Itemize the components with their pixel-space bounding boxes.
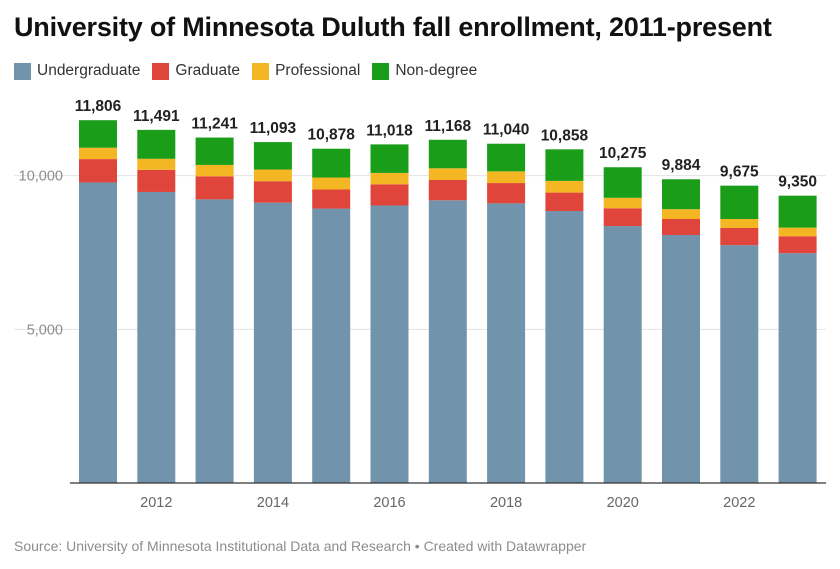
bar-total-label: 11,040 [483, 122, 530, 139]
bar-segment-undergraduate [662, 234, 700, 483]
bar-segment-non-degree [79, 120, 117, 148]
x-tick-label: 2016 [373, 495, 405, 511]
bar-segment-professional [545, 180, 584, 193]
source-text: Source: University of Minnesota Institut… [14, 538, 411, 554]
bar-segment-non-degree [195, 137, 234, 165]
bar-segment-non-degree [778, 195, 817, 228]
bar-segment-professional [720, 219, 759, 228]
bar-segment-graduate [370, 184, 409, 206]
bar-total-label: 11,168 [425, 118, 472, 135]
bar-segment-undergraduate [137, 191, 176, 483]
bar-segment-professional [312, 177, 351, 190]
bar-total-label: 10,858 [541, 127, 589, 144]
legend-item-graduate: Graduate [152, 62, 240, 80]
bar-segment-professional [428, 168, 467, 180]
bar-segment-professional [662, 209, 700, 220]
legend-label-graduate: Graduate [175, 62, 241, 79]
bar-segment-undergraduate [253, 202, 292, 484]
bar-segment-graduate [720, 227, 759, 246]
bar-segment-undergraduate [312, 208, 351, 483]
bar-segment-graduate [603, 208, 642, 227]
credit-text: Created with Datawrapper [423, 538, 587, 554]
bar-total-label: 11,018 [366, 122, 413, 139]
bar-segment-graduate [487, 183, 526, 204]
bar-segment-non-degree [662, 179, 700, 210]
bar-segment-professional [253, 169, 292, 182]
bar-segment-professional [79, 147, 117, 160]
legend-swatch-undergraduate [14, 62, 31, 80]
y-tick-label: 5,000 [27, 322, 63, 338]
bar-segment-non-degree [253, 142, 292, 170]
bar-segment-undergraduate [79, 182, 117, 483]
legend-swatch-non-degree [372, 62, 390, 80]
bar-segment-graduate [312, 189, 351, 209]
bar-segment-non-degree [428, 139, 467, 169]
bar-segment-graduate [545, 192, 584, 212]
bar-segment-non-degree [545, 149, 584, 181]
x-tick-label: 2018 [490, 495, 522, 511]
legend-label-undergraduate: Undergraduate [37, 62, 141, 79]
legend-item-professional: Professional [252, 62, 360, 80]
bar-segment-graduate [79, 159, 117, 183]
legend-item-undergraduate: Undergraduate [14, 62, 140, 80]
y-tick-label: 10,000 [19, 169, 63, 185]
source-footer: Source: University of Minnesota Institut… [14, 538, 586, 554]
bar-segment-undergraduate [428, 200, 467, 483]
bar-total-label: 10,878 [307, 127, 355, 144]
bar-segment-professional [137, 158, 176, 170]
x-tick-label: 2014 [257, 495, 289, 511]
bar-segment-undergraduate [778, 253, 817, 483]
bar-segment-graduate [428, 179, 467, 201]
x-tick-label: 2022 [723, 495, 755, 511]
bar-total-label: 11,491 [133, 108, 180, 125]
footer-separator: • [414, 538, 420, 554]
bar-segment-graduate [662, 219, 700, 235]
bar-segment-graduate [137, 169, 176, 192]
bar-segment-non-degree [487, 143, 526, 172]
bar-total-label: 10,275 [599, 145, 647, 162]
bar-segment-professional [195, 164, 234, 177]
legend-label-professional: Professional [275, 62, 361, 79]
bar-total-label: 11,806 [75, 98, 122, 115]
bar-segment-non-degree [137, 129, 176, 159]
bar-segment-professional [603, 197, 642, 209]
bar-segment-undergraduate [545, 211, 584, 483]
legend-label-non-degree: Non-degree [395, 62, 478, 79]
bar-segment-non-degree [603, 167, 642, 198]
bar-segment-professional [487, 171, 526, 184]
bar-segment-undergraduate [603, 226, 642, 483]
bar-segment-graduate [253, 181, 292, 203]
legend-swatch-professional [252, 62, 270, 80]
bar-segment-professional [778, 227, 817, 237]
bar-segment-undergraduate [370, 205, 409, 483]
x-tick-label: 2012 [140, 495, 172, 511]
bar-total-label: 9,675 [720, 164, 759, 181]
bar-segment-non-degree [312, 148, 351, 178]
chart-title: University of Minnesota Duluth fall enro… [14, 12, 772, 42]
bar-total-label: 9,884 [662, 157, 701, 174]
legend-item-non-degree: Non-degree [372, 62, 477, 80]
legend-swatch-graduate [152, 62, 170, 80]
bar-segment-graduate [195, 176, 234, 200]
bar-total-label: 11,093 [250, 120, 297, 137]
legend: Undergraduate Graduate Professional Non-… [14, 62, 489, 80]
bar-segment-undergraduate [195, 199, 234, 483]
bar-segment-undergraduate [487, 203, 526, 483]
bar-segment-non-degree [370, 144, 409, 173]
bar-segment-non-degree [720, 185, 759, 220]
x-tick-label: 2020 [607, 495, 639, 511]
bar-segment-professional [370, 172, 409, 185]
bar-total-label: 9,350 [778, 174, 817, 191]
bar-segment-graduate [778, 236, 817, 254]
bar-segment-undergraduate [720, 245, 759, 483]
bar-total-label: 11,241 [191, 116, 238, 133]
